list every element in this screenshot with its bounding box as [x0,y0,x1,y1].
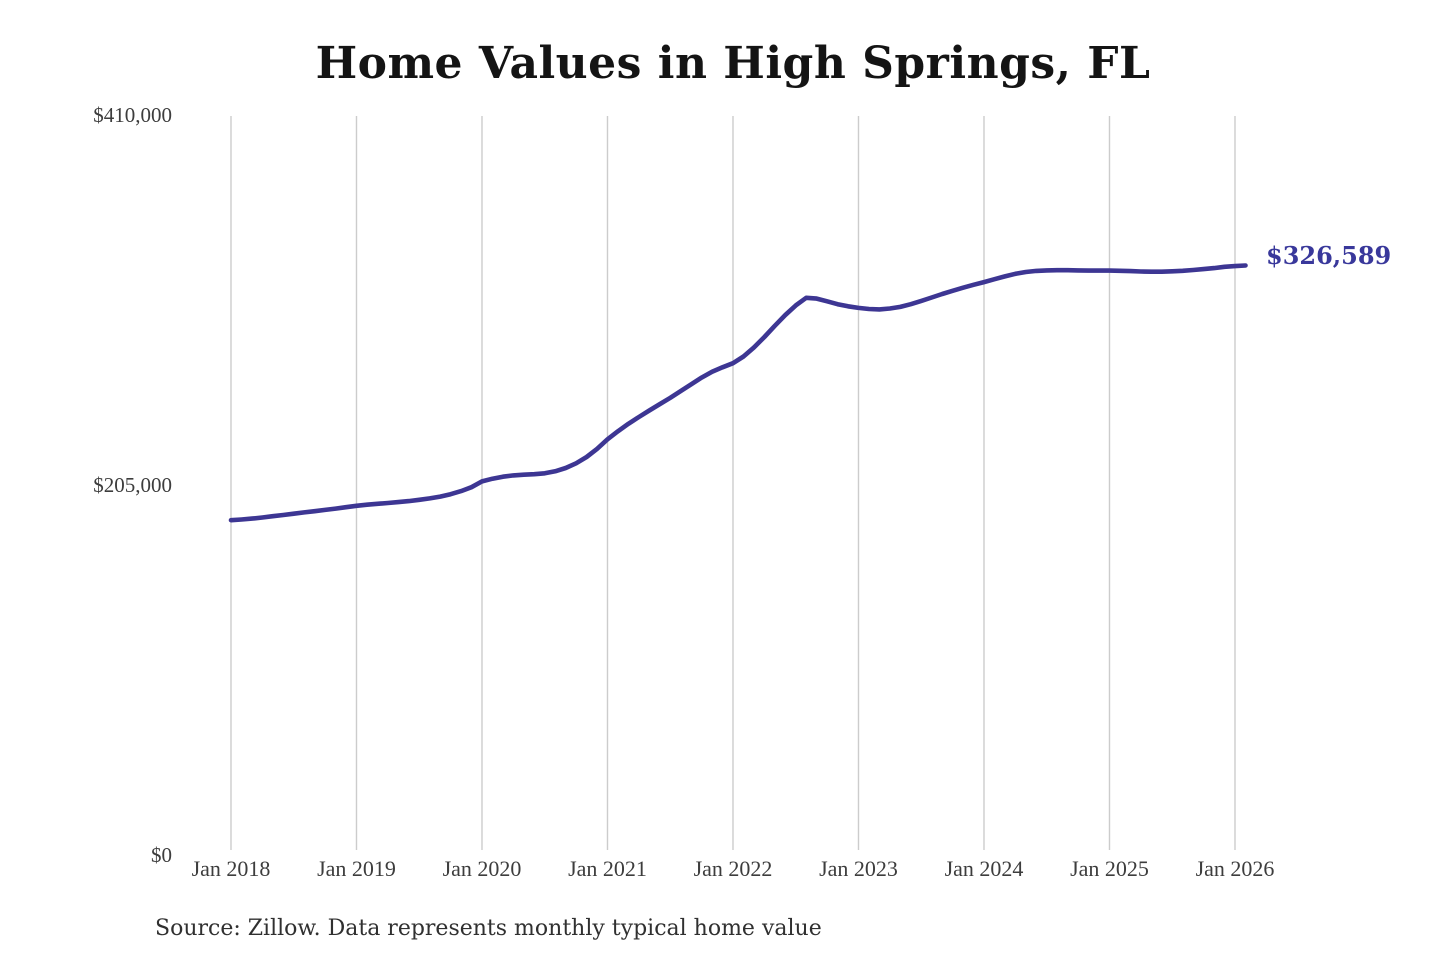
x-tick-label: Jan 2022 [694,856,773,881]
x-tick-label: Jan 2024 [945,856,1024,881]
y-tick-label: $205,000 [93,473,172,497]
x-tick-label: Jan 2026 [1196,856,1275,881]
source-note: Source: Zillow. Data represents monthly … [155,916,822,941]
home-value-line [228,263,1248,523]
y-tick-label: $0 [151,843,172,867]
x-tick-label: Jan 2019 [317,856,396,881]
chart-title: Home Values in High Springs, FL [315,38,1151,89]
x-tick-label: Jan 2020 [443,856,522,881]
x-tick-label: Jan 2018 [192,856,271,881]
y-tick-label: $410,000 [93,103,172,127]
current-value-label: $326,589 [1266,241,1392,270]
x-tick-label: Jan 2021 [568,856,647,881]
x-tick-label: Jan 2023 [819,856,898,881]
x-tick-label: Jan 2025 [1070,856,1149,881]
